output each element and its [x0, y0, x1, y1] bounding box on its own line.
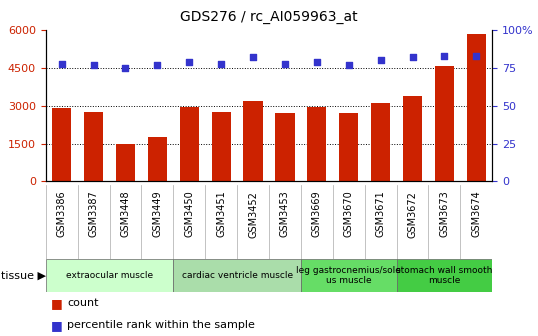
Bar	[46, 259, 173, 292]
Point	[344, 62, 353, 68]
Point	[281, 61, 289, 66]
Bar	[52, 108, 71, 181]
Text: cardiac ventricle muscle: cardiac ventricle muscle	[181, 271, 293, 280]
Point	[121, 65, 130, 71]
Text: GSM3674: GSM3674	[471, 191, 482, 238]
Point	[89, 62, 98, 68]
Point	[472, 53, 480, 58]
Text: GSM3449: GSM3449	[152, 191, 162, 237]
Bar	[148, 137, 167, 181]
Text: GSM3451: GSM3451	[216, 191, 226, 238]
Text: GSM3387: GSM3387	[89, 191, 98, 238]
Text: tissue ▶: tissue ▶	[1, 270, 46, 281]
Bar	[467, 34, 486, 181]
Bar	[173, 259, 301, 292]
Bar	[403, 96, 422, 181]
Text: GSM3450: GSM3450	[184, 191, 194, 238]
Point	[313, 59, 321, 65]
Text: GSM3452: GSM3452	[248, 191, 258, 238]
Bar	[339, 114, 358, 181]
Bar	[307, 107, 327, 181]
Bar	[275, 114, 294, 181]
Bar	[435, 66, 454, 181]
Text: GSM3672: GSM3672	[407, 191, 417, 238]
Text: ■: ■	[51, 319, 63, 332]
Text: GDS276 / rc_AI059963_at: GDS276 / rc_AI059963_at	[180, 10, 358, 24]
Text: percentile rank within the sample: percentile rank within the sample	[67, 320, 255, 330]
Text: GSM3448: GSM3448	[121, 191, 131, 237]
Point	[440, 53, 449, 58]
Text: GSM3453: GSM3453	[280, 191, 290, 238]
Point	[376, 58, 385, 63]
Text: GSM3673: GSM3673	[440, 191, 449, 238]
Bar	[116, 144, 135, 181]
Bar	[301, 259, 397, 292]
Text: GSM3671: GSM3671	[376, 191, 386, 238]
Text: stomach wall smooth
muscle: stomach wall smooth muscle	[397, 266, 493, 285]
Bar	[84, 112, 103, 181]
Bar	[211, 112, 231, 181]
Point	[408, 55, 417, 60]
Point	[185, 59, 194, 65]
Point	[58, 61, 66, 66]
Text: leg gastrocnemius/sole
us muscle: leg gastrocnemius/sole us muscle	[296, 266, 401, 285]
Point	[249, 55, 257, 60]
Bar	[371, 103, 390, 181]
Text: extraocular muscle: extraocular muscle	[66, 271, 153, 280]
Point	[217, 61, 225, 66]
Text: ■: ■	[51, 297, 63, 310]
Bar	[397, 259, 492, 292]
Text: GSM3670: GSM3670	[344, 191, 354, 238]
Point	[153, 62, 161, 68]
Text: GSM3669: GSM3669	[312, 191, 322, 237]
Text: GSM3386: GSM3386	[56, 191, 67, 237]
Bar	[244, 101, 263, 181]
Text: count: count	[67, 298, 99, 308]
Bar	[180, 107, 199, 181]
